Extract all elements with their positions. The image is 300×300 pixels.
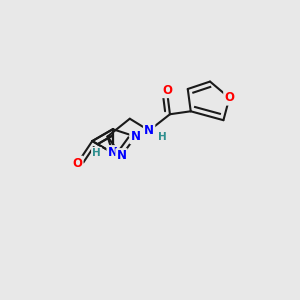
Text: N: N <box>130 130 140 143</box>
Text: N: N <box>108 146 118 160</box>
Text: N: N <box>144 124 154 137</box>
Text: O: O <box>72 157 82 170</box>
Text: N: N <box>108 146 118 160</box>
Text: H: H <box>158 131 167 142</box>
Text: N: N <box>116 149 127 162</box>
Text: O: O <box>224 92 234 104</box>
Text: H: H <box>92 148 101 158</box>
Text: O: O <box>162 84 172 97</box>
